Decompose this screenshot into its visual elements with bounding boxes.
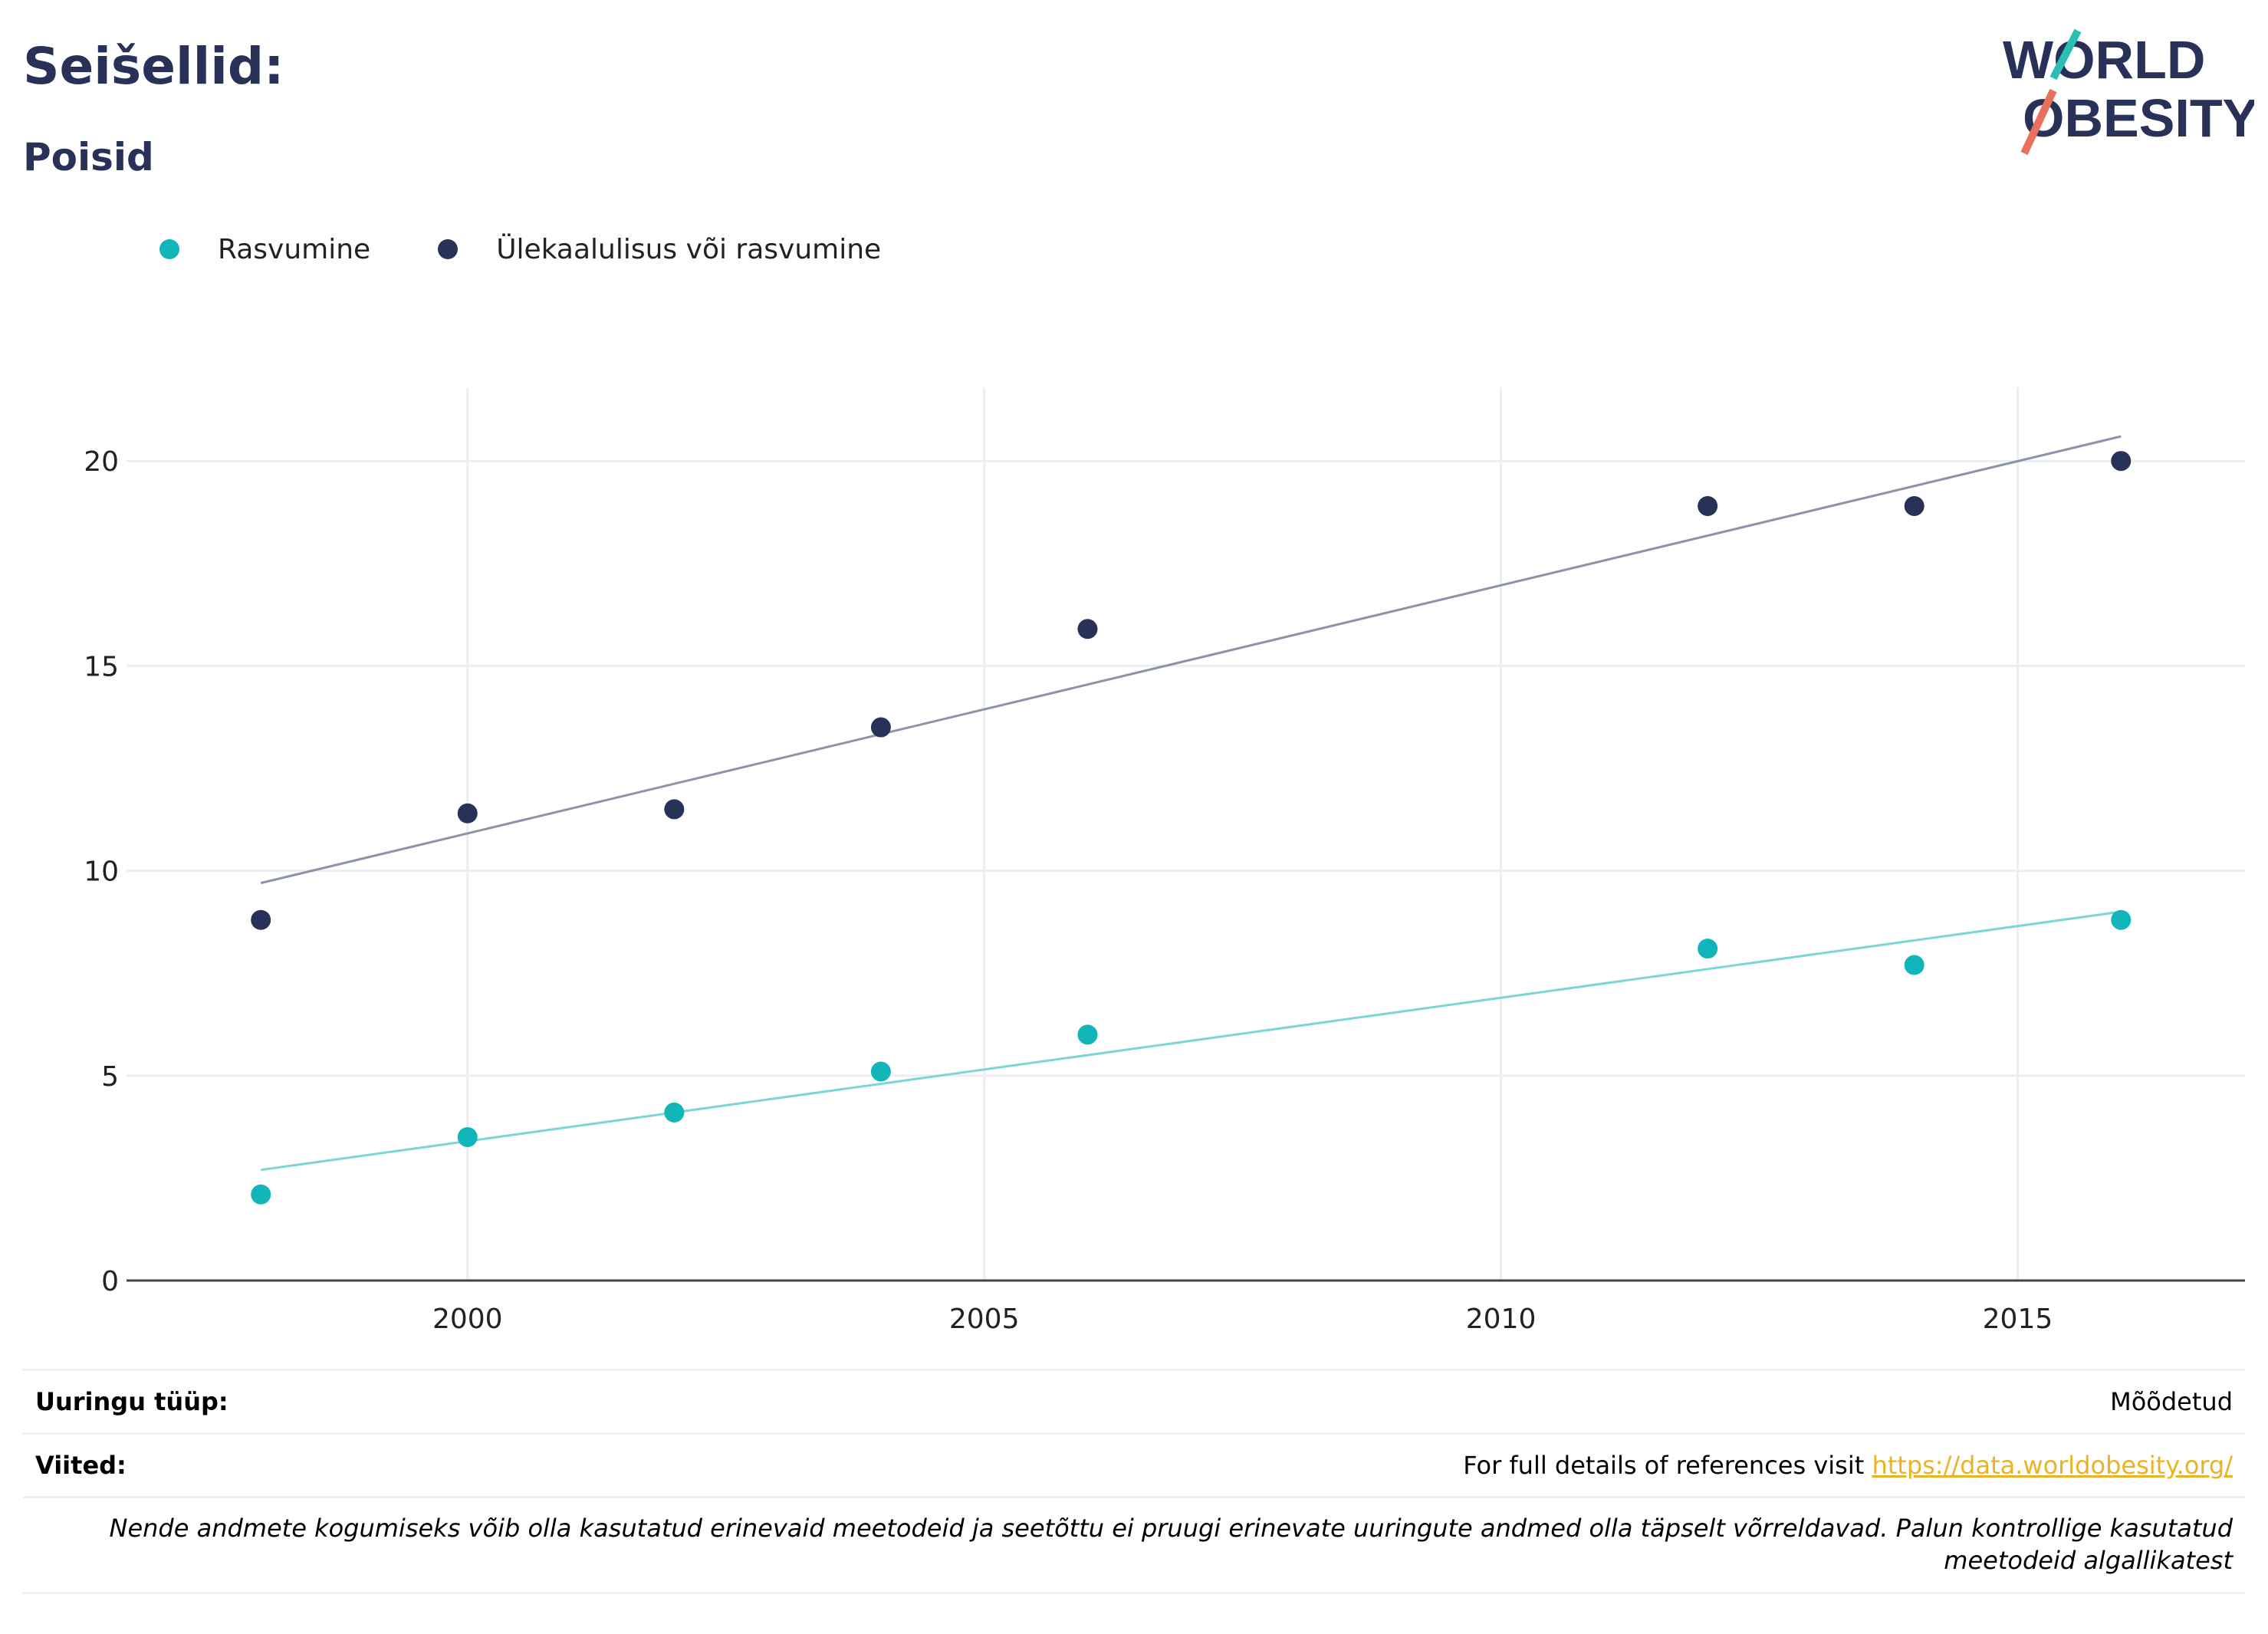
references-label: Viited: bbox=[35, 1451, 127, 1480]
x-tick-label: 2010 bbox=[1466, 1304, 1537, 1335]
data-point-series-0 bbox=[1698, 939, 1718, 959]
methodology-note: Nende andmete kogumiseks võib olla kasut… bbox=[109, 1514, 2233, 1575]
world-obesity-logo: WORLD OBESITY bbox=[2003, 28, 2254, 156]
y-tick-label: 5 bbox=[101, 1061, 119, 1093]
survey-type-label: Uuringu tüüp: bbox=[35, 1387, 228, 1416]
logo-text-world: WORLD bbox=[2003, 30, 2205, 90]
data-point-series-1 bbox=[1698, 495, 1718, 516]
footer-table: Uuringu tüüp: Mõõdetud Viited: For full … bbox=[23, 1369, 2245, 1594]
page-title: Seišellid: bbox=[23, 37, 284, 96]
data-point-series-1 bbox=[1904, 495, 1925, 516]
data-point-series-1 bbox=[457, 803, 478, 824]
logo-slash-coral bbox=[2020, 88, 2057, 156]
page-subtitle: Poisid bbox=[23, 135, 154, 179]
data-point-series-1 bbox=[664, 799, 685, 820]
legend-label: Rasvumine bbox=[218, 233, 371, 265]
x-tick-label: 2000 bbox=[432, 1304, 503, 1335]
data-point-series-0 bbox=[1904, 955, 1925, 975]
y-tick-label: 0 bbox=[101, 1266, 119, 1297]
chart-legend: Rasvumine Ülekaalulisus või rasvumine bbox=[146, 230, 935, 268]
legend-marker-ulekaalulisus bbox=[438, 239, 459, 259]
x-tick-label: 2015 bbox=[1983, 1304, 2053, 1335]
y-tick-label: 15 bbox=[84, 651, 119, 682]
legend-item-rasvumine[interactable]: Rasvumine bbox=[146, 234, 370, 265]
data-point-series-0 bbox=[2111, 909, 2132, 930]
references-link[interactable]: https://data.worldobesity.org/ bbox=[1872, 1451, 2233, 1480]
logo-text-obesity: OBESITY bbox=[2023, 88, 2254, 148]
references-value: For full details of references visit htt… bbox=[1463, 1451, 2233, 1480]
x-tick-label: 2005 bbox=[949, 1304, 1020, 1335]
trend-line-series-1 bbox=[260, 435, 2122, 885]
survey-type-value: Mõõdetud bbox=[2110, 1387, 2233, 1416]
data-point-series-0 bbox=[870, 1061, 891, 1082]
references-text: For full details of references visit bbox=[1463, 1451, 1872, 1480]
y-tick-label: 10 bbox=[84, 856, 119, 888]
scatter-chart: 0 5 10 15 20 2000 2005 2010 2015 bbox=[84, 387, 2245, 1335]
data-point-series-1 bbox=[251, 909, 271, 930]
data-point-series-0 bbox=[1077, 1024, 1098, 1045]
data-point-series-1 bbox=[870, 717, 891, 738]
trend-line-series-0 bbox=[261, 910, 2122, 1172]
data-point-series-0 bbox=[457, 1126, 478, 1147]
legend-label: Ülekaalulisus või rasvumine bbox=[496, 233, 882, 265]
legend-item-ulekaalulisus[interactable]: Ülekaalulisus või rasvumine bbox=[424, 234, 881, 265]
data-point-series-1 bbox=[1077, 619, 1098, 639]
footer-row-references: Viited: For full details of references v… bbox=[23, 1432, 2245, 1496]
legend-marker-rasvumine bbox=[159, 239, 179, 259]
data-point-series-0 bbox=[251, 1184, 271, 1205]
logo-slash-teal bbox=[2049, 28, 2082, 81]
y-tick-label: 20 bbox=[84, 446, 119, 478]
data-point-series-1 bbox=[2111, 451, 2132, 472]
footer-row-survey: Uuringu tüüp: Mõõdetud bbox=[23, 1369, 2245, 1432]
footer-row-note: Nende andmete kogumiseks võib olla kasut… bbox=[23, 1496, 2245, 1594]
data-point-series-0 bbox=[664, 1102, 685, 1123]
